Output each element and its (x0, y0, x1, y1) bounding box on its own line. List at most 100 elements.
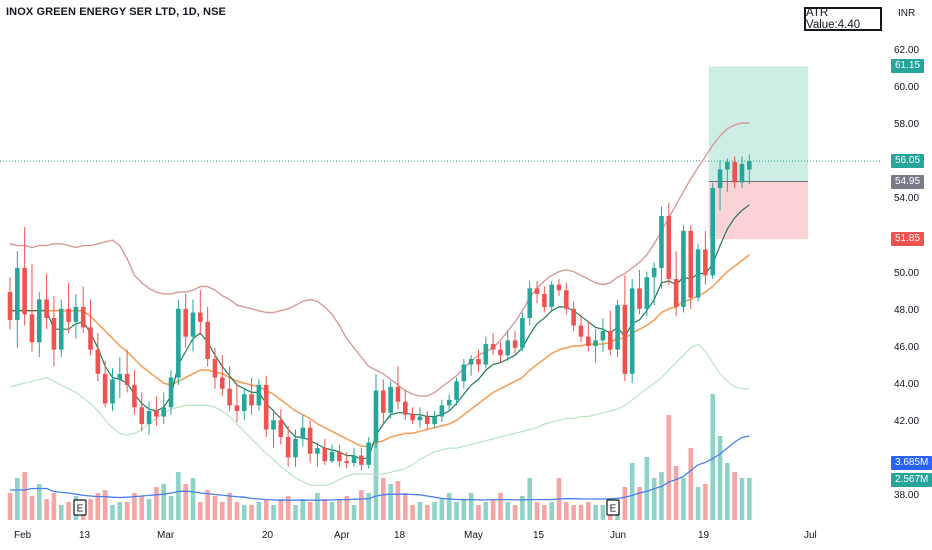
x-tick-label: 18 (394, 530, 406, 541)
volume-bar (717, 436, 723, 520)
candle (219, 377, 225, 389)
volume-bar (725, 463, 730, 520)
candle (432, 416, 437, 424)
volume-bar (88, 499, 93, 520)
candle (666, 215, 672, 280)
candle (285, 436, 291, 458)
candle (66, 308, 71, 322)
candle (381, 390, 386, 413)
candle (344, 461, 350, 463)
volume-bar (483, 502, 489, 520)
ema-slow-line (10, 254, 750, 448)
volume-bar (410, 505, 415, 520)
volume-bar (747, 478, 752, 520)
currency-label: INR (898, 8, 916, 19)
earnings-marker[interactable]: E (606, 499, 620, 516)
stop-zone (708, 181, 808, 240)
volume-bar (381, 478, 386, 520)
volume-bar (439, 499, 445, 520)
volume-bar (183, 484, 188, 520)
candle (337, 451, 342, 462)
volume-badge: 3.685M (891, 456, 932, 470)
volume-bar (651, 478, 657, 520)
y-tick-label: 46.00 (894, 341, 920, 353)
y-tick-label: 50.00 (894, 267, 920, 279)
volume-bar (234, 502, 240, 520)
volume-bar (351, 505, 357, 520)
candle (659, 215, 664, 268)
candle (593, 340, 598, 346)
candle (542, 293, 547, 307)
volume-bar (644, 457, 650, 520)
target-zone (708, 66, 808, 182)
candle (278, 420, 284, 437)
candle (615, 305, 620, 350)
x-tick-label: Jun (610, 530, 627, 541)
candle (446, 399, 452, 406)
candle (476, 358, 481, 365)
candle (58, 308, 64, 350)
candle (739, 163, 745, 183)
candle (534, 288, 540, 294)
volume-bar (359, 490, 364, 520)
volume-bar (58, 505, 64, 520)
candle (36, 299, 42, 343)
volume-bar (271, 505, 276, 520)
volume-bar (549, 502, 554, 520)
volume-bar (571, 505, 576, 520)
candle (154, 410, 159, 417)
volume-bar (110, 505, 115, 520)
candle (366, 442, 371, 465)
volume-bar (710, 394, 716, 520)
candle (395, 386, 401, 402)
y-tick-label: 60.00 (894, 81, 920, 93)
candle (637, 288, 642, 309)
volume-bar (95, 493, 101, 520)
candle (468, 358, 474, 365)
svg-text:E: E (77, 504, 84, 515)
volume-bar (307, 502, 313, 520)
volume-bar (198, 502, 203, 520)
candle (695, 249, 701, 298)
volume-bar (132, 493, 137, 520)
candle (424, 416, 430, 424)
volume-bar (344, 496, 350, 520)
candle (549, 284, 554, 307)
candle (88, 327, 93, 350)
candle (132, 384, 137, 408)
candle (51, 318, 57, 350)
x-tick-label: Apr (334, 530, 350, 541)
volume-bar (154, 487, 159, 520)
volume-bar (373, 439, 379, 520)
price-badge: 54.95 (891, 174, 925, 189)
candle (564, 290, 569, 309)
volume-bar (102, 490, 108, 520)
candle (717, 169, 723, 189)
y-tick-label: 58.00 (894, 118, 920, 130)
volume-bar (117, 502, 123, 520)
candle (607, 331, 613, 350)
candle (402, 401, 408, 415)
candle (490, 344, 496, 350)
x-tick-label: 19 (698, 530, 710, 541)
volume-bar (190, 478, 196, 520)
volume-bar (739, 478, 745, 520)
candle (483, 344, 489, 365)
candle (527, 288, 533, 319)
candle (7, 292, 13, 320)
volume-bar (695, 487, 701, 520)
candle (249, 394, 254, 406)
candle (578, 325, 584, 337)
earnings-marker[interactable]: E (73, 499, 87, 516)
candle (117, 373, 123, 380)
price-badge: 56.05 (891, 154, 925, 169)
candle (95, 349, 101, 374)
candle (359, 455, 364, 465)
candle (44, 299, 49, 319)
volume-bar (468, 493, 474, 520)
candle (227, 388, 232, 406)
volume-bar (300, 499, 306, 520)
volume-bar (256, 502, 262, 520)
volume-bar (622, 487, 628, 520)
